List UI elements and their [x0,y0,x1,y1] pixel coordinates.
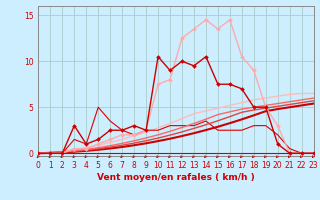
X-axis label: Vent moyen/en rafales ( km/h ): Vent moyen/en rafales ( km/h ) [97,173,255,182]
